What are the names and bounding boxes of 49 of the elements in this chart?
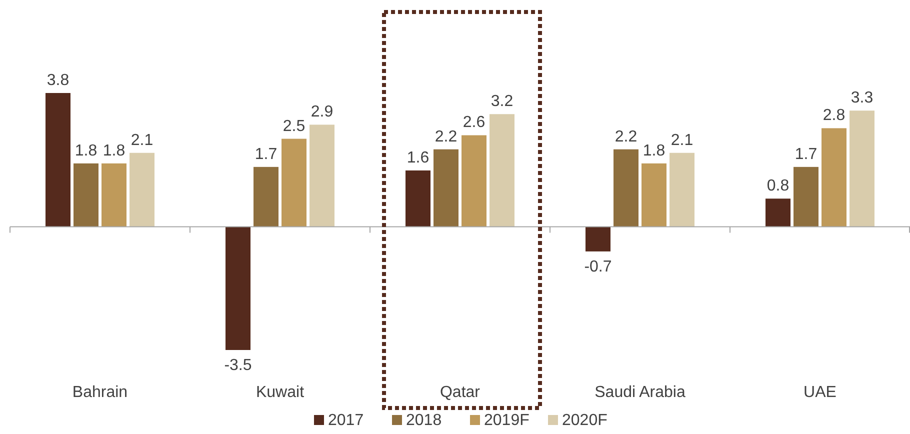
bar: [462, 135, 486, 227]
data-label: 1.6: [406, 149, 430, 166]
bar: [586, 226, 610, 252]
data-label: 2.9: [310, 104, 334, 121]
legend-label: 2017: [328, 412, 364, 429]
data-label: 1.7: [254, 146, 278, 163]
data-label: 2.8: [822, 107, 846, 124]
x-tick-label: Kuwait: [256, 384, 305, 401]
data-label: 2.6: [462, 114, 486, 132]
bar: [614, 149, 638, 227]
bar: [254, 166, 278, 227]
x-tick-label: Bahrain: [72, 384, 128, 401]
bar: [670, 152, 694, 227]
bar: [74, 163, 98, 227]
x-tick-label: Saudi Arabia: [594, 384, 686, 401]
bar: [490, 114, 514, 227]
bar: [822, 128, 846, 227]
bar: [310, 124, 334, 227]
data-label: 2.2: [614, 128, 638, 146]
bar: [766, 198, 790, 227]
data-label: 0.8: [766, 178, 790, 195]
x-tick-label: UAE: [804, 384, 836, 401]
legend-label: 2020F: [562, 412, 608, 429]
bar: [434, 149, 458, 227]
data-label: 3.8: [46, 72, 70, 89]
bar: [794, 166, 818, 227]
legend-label: 2019F: [484, 412, 530, 429]
data-label: 2.1: [130, 132, 154, 149]
data-label: -0.7: [584, 258, 612, 276]
bar: [406, 170, 430, 227]
data-label: 2.1: [670, 132, 694, 149]
bar: [102, 163, 126, 227]
data-label: 1.8: [102, 142, 126, 160]
data-label: 3.2: [490, 93, 514, 110]
bar: [226, 226, 250, 350]
data-label: 2.5: [282, 118, 306, 135]
data-label: 2.2: [434, 128, 458, 146]
bar: [282, 138, 306, 227]
legend-label: 2018: [406, 412, 442, 429]
data-label: 1.8: [642, 142, 666, 160]
bar: [46, 93, 70, 227]
bar: [850, 110, 874, 227]
data-label: 3.3: [850, 90, 874, 107]
data-label: 1.7: [794, 146, 818, 163]
x-tick-label: Qatar: [440, 384, 481, 401]
bar: [130, 152, 154, 227]
bar: [642, 163, 666, 227]
data-label: 1.8: [74, 142, 98, 160]
data-label: -3.5: [224, 357, 252, 374]
